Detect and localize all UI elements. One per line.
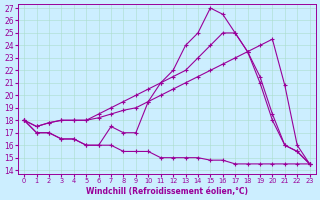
X-axis label: Windchill (Refroidissement éolien,°C): Windchill (Refroidissement éolien,°C) <box>86 187 248 196</box>
